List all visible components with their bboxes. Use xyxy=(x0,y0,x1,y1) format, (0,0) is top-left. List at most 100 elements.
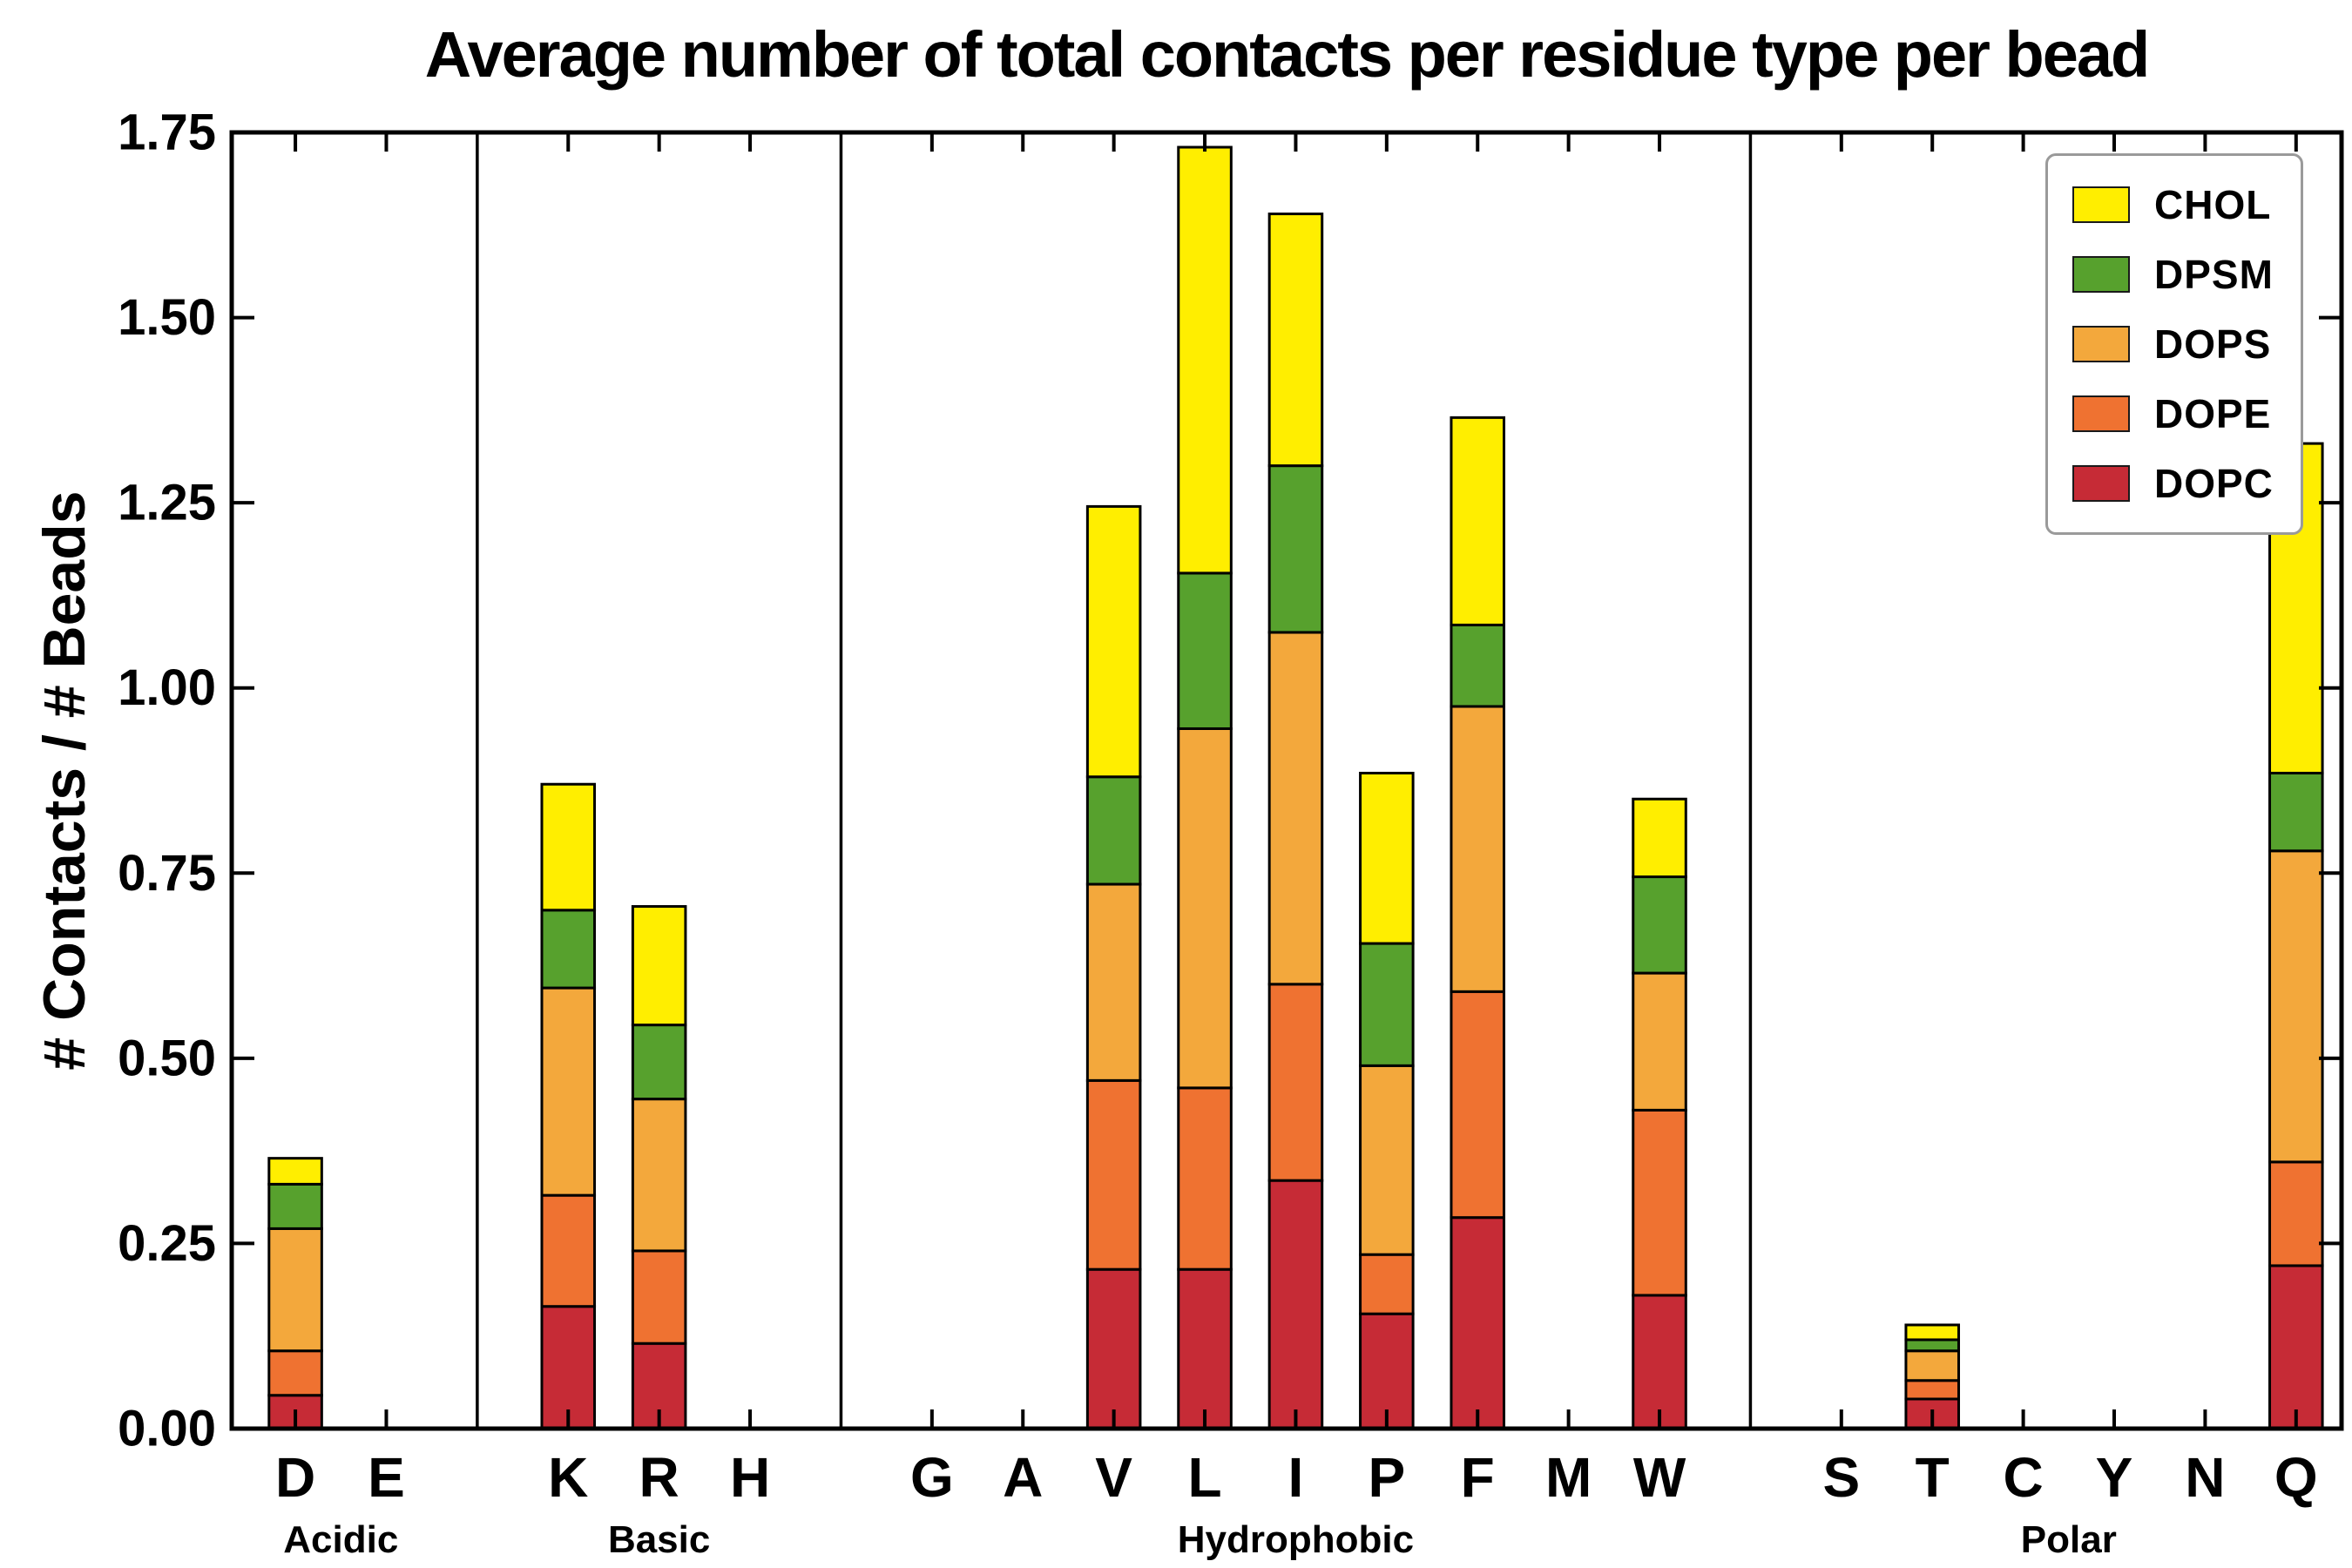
x-tick-label-Y: Y xyxy=(2096,1446,2133,1509)
bar-segment-V-DOPS xyxy=(1085,882,1142,1082)
bar-segment-P-DOPS xyxy=(1359,1064,1415,1256)
x-tick-label-M: M xyxy=(1545,1446,1592,1509)
legend: CHOL DPSM DOPS DOPE DOPC xyxy=(2045,153,2303,535)
y-tick-label-1.00: 1.00 xyxy=(118,659,216,716)
bar-segment-F-DPSM xyxy=(1450,623,1506,708)
bar-segment-K-DOPS xyxy=(540,986,597,1197)
legend-swatch-DOPS xyxy=(2072,326,2130,362)
x-tick-label-H: H xyxy=(730,1446,770,1509)
bar-segment-F-DOPS xyxy=(1450,705,1506,993)
y-tick-label-1.50: 1.50 xyxy=(118,289,216,346)
bar-segment-W-CHOL xyxy=(1632,797,1687,879)
x-tick-label-D: D xyxy=(275,1446,315,1509)
legend-label-DOPE: DOPE xyxy=(2154,391,2272,436)
group-label-Acidic: Acidic xyxy=(283,1518,398,1561)
legend-label-DOPC: DOPC xyxy=(2154,461,2274,506)
bar-segment-D-DOPS xyxy=(267,1227,323,1353)
group-label-Hydrophobic: Hydrophobic xyxy=(1178,1518,1414,1561)
bar-segment-T-DPSM xyxy=(1904,1338,1960,1353)
x-tick-label-R: R xyxy=(639,1446,679,1509)
bar-segment-Q-DOPS xyxy=(2268,849,2324,1164)
legend-item-DOPS: DOPS xyxy=(2072,321,2276,368)
y-tick-label-1.75: 1.75 xyxy=(118,105,216,161)
x-tick-label-C: C xyxy=(2004,1446,2044,1509)
legend-swatch-CHOL xyxy=(2072,186,2130,223)
bar-segment-K-CHOL xyxy=(540,782,597,912)
legend-swatch-DOPC xyxy=(2072,465,2130,502)
plot-frame xyxy=(229,130,2344,1431)
bar-segment-V-DOPE xyxy=(1085,1078,1142,1271)
x-tick-label-G: G xyxy=(910,1446,954,1509)
bar-segment-R-CHOL xyxy=(631,905,687,1027)
bar-segment-D-CHOL xyxy=(267,1157,323,1186)
x-tick-label-S: S xyxy=(1822,1446,1860,1509)
group-label-Basic: Basic xyxy=(608,1518,710,1561)
bar-segment-W-DOPC xyxy=(1632,1294,1687,1430)
bar-segment-I-CHOL xyxy=(1267,213,1324,468)
x-tick-label-E: E xyxy=(368,1446,405,1509)
bar-segment-I-DOPE xyxy=(1267,983,1324,1182)
x-tick-label-I: I xyxy=(1288,1446,1304,1509)
bar-segment-I-DPSM xyxy=(1267,464,1324,634)
bar-segment-L-DOPS xyxy=(1177,727,1233,1090)
x-tick-label-T: T xyxy=(1916,1446,1950,1509)
legend-label-DPSM: DPSM xyxy=(2154,252,2274,297)
x-tick-label-W: W xyxy=(1633,1446,1686,1509)
x-tick-label-F: F xyxy=(1461,1446,1495,1509)
bar-segment-R-DOPS xyxy=(631,1098,687,1253)
bar-segment-L-DOPE xyxy=(1177,1086,1233,1271)
legend-item-DPSM: DPSM xyxy=(2072,251,2276,298)
bar-segment-Q-DOPC xyxy=(2268,1264,2324,1430)
x-tick-label-P: P xyxy=(1368,1446,1405,1509)
x-tick-label-N: N xyxy=(2185,1446,2225,1509)
bar-segment-L-DOPC xyxy=(1177,1267,1233,1430)
y-tick-label-0.75: 0.75 xyxy=(118,845,216,902)
bar-segment-L-DPSM xyxy=(1177,571,1233,730)
bar-segment-D-DPSM xyxy=(267,1182,323,1230)
bar-segment-K-DPSM xyxy=(540,909,597,990)
bar-segment-K-DOPE xyxy=(540,1193,597,1308)
x-tick-label-Q: Q xyxy=(2274,1446,2318,1509)
bar-segment-V-DPSM xyxy=(1085,775,1142,886)
bar-segment-W-DOPE xyxy=(1632,1108,1687,1297)
bar-segment-V-DOPC xyxy=(1085,1267,1142,1430)
chart-title: Average number of total contacts per res… xyxy=(424,18,2150,91)
bar-segment-T-DOPS xyxy=(1904,1349,1960,1382)
legend-swatch-DOPE xyxy=(2072,395,2130,432)
bar-segment-R-DPSM xyxy=(631,1024,687,1101)
bar-segment-W-DPSM xyxy=(1632,875,1687,975)
legend-item-CHOL: CHOL xyxy=(2072,181,2276,228)
y-tick-label-1.25: 1.25 xyxy=(118,475,216,531)
bar-segment-R-DOPE xyxy=(631,1249,687,1345)
bar-segment-F-CHOL xyxy=(1450,416,1506,626)
legend-item-DOPC: DOPC xyxy=(2072,460,2276,507)
legend-item-DOPE: DOPE xyxy=(2072,390,2276,437)
group-label-Polar: Polar xyxy=(2021,1518,2117,1561)
y-tick-label-0.00: 0.00 xyxy=(118,1401,216,1457)
bar-segment-P-DOPE xyxy=(1359,1253,1415,1315)
y-tick-label-0.25: 0.25 xyxy=(118,1215,216,1272)
x-tick-label-V: V xyxy=(1095,1446,1132,1509)
y-tick-label-0.50: 0.50 xyxy=(118,1030,216,1086)
bar-segment-F-DOPE xyxy=(1450,990,1506,1220)
bar-segment-I-DOPS xyxy=(1267,631,1324,986)
bar-segment-I-DOPC xyxy=(1267,1179,1324,1430)
bar-segment-V-CHOL xyxy=(1085,504,1142,779)
bar-segment-P-DPSM xyxy=(1359,942,1415,1067)
x-tick-label-L: L xyxy=(1187,1446,1221,1509)
x-tick-label-A: A xyxy=(1003,1446,1043,1509)
bar-segment-Q-DOPE xyxy=(2268,1160,2324,1267)
bar-segment-W-DOPS xyxy=(1632,971,1687,1112)
x-tick-label-K: K xyxy=(548,1446,588,1509)
legend-label-DOPS: DOPS xyxy=(2154,321,2272,367)
bar-segment-T-CHOL xyxy=(1904,1323,1960,1342)
bar-segment-F-DOPC xyxy=(1450,1216,1506,1430)
bar-segment-D-DOPE xyxy=(267,1349,323,1397)
bar-segment-P-CHOL xyxy=(1359,771,1415,945)
bar-segment-Q-DPSM xyxy=(2268,771,2324,853)
legend-label-CHOL: CHOL xyxy=(2154,182,2272,227)
bar-segment-T-DOPE xyxy=(1904,1379,1960,1401)
bar-segment-L-CHOL xyxy=(1177,145,1233,575)
